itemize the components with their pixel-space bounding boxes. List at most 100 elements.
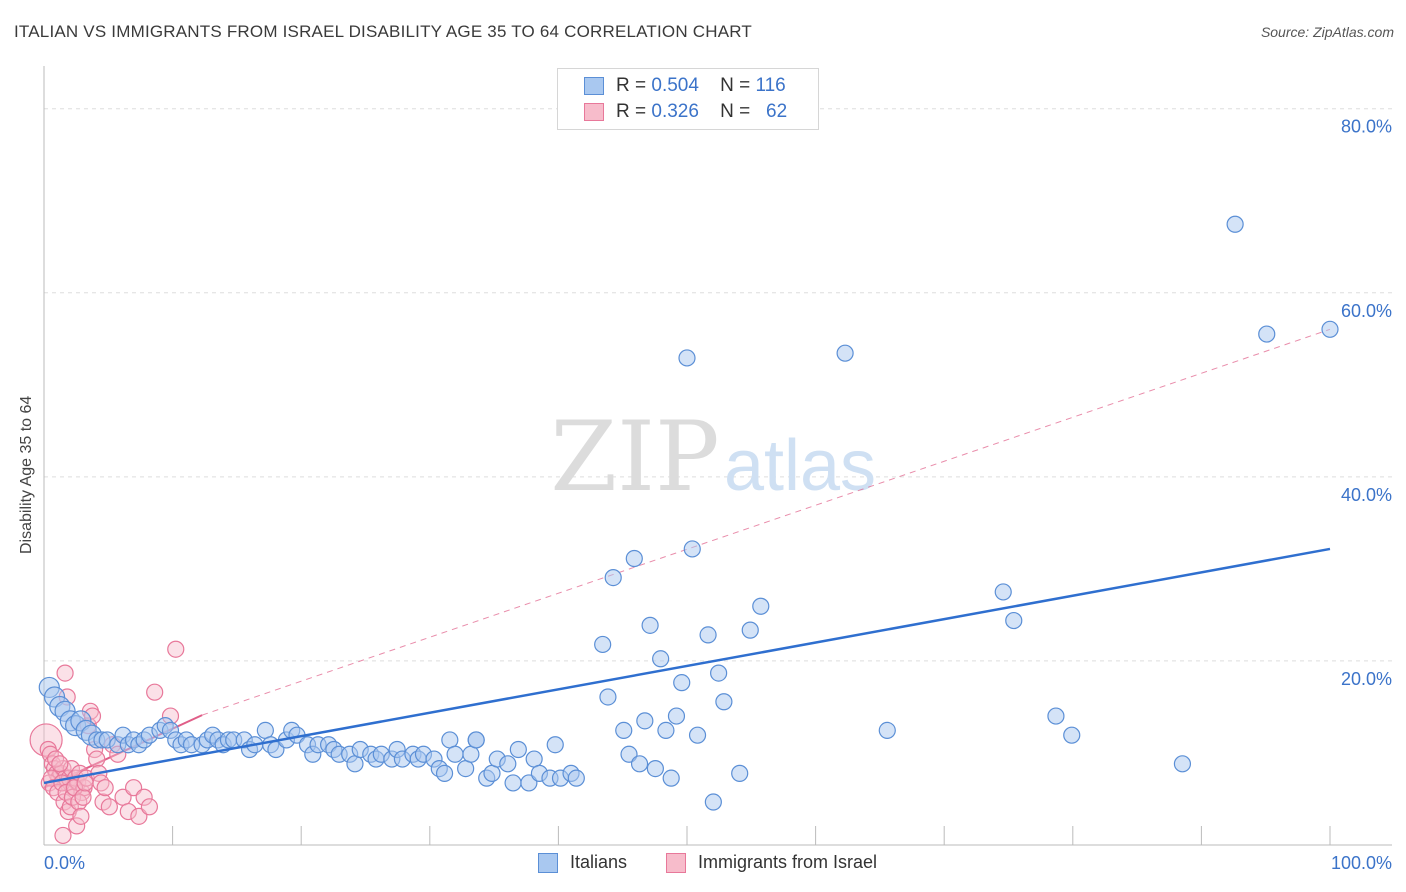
r-value: 0.504: [651, 75, 699, 96]
italians-point: [604, 568, 622, 587]
n-value: 62: [766, 101, 788, 122]
axes: [43, 66, 1392, 846]
italians-point: [673, 674, 691, 692]
italians-point: [652, 650, 670, 668]
italians-point: [683, 540, 701, 558]
r-label: R =: [616, 101, 647, 122]
israel-point: [96, 779, 114, 797]
italians-point: [483, 764, 501, 782]
italians-point: [641, 616, 659, 634]
italians-point: [657, 721, 675, 740]
n-label: N =: [720, 101, 751, 122]
italians-trend: [43, 547, 1331, 785]
grid-lines: [44, 108, 1392, 662]
israel-trend-dashed: [201, 328, 1331, 716]
israel-point: [29, 723, 63, 757]
israel-point: [88, 750, 106, 768]
israel-point: [167, 640, 185, 658]
italians-point: [594, 635, 612, 654]
israel-point: [135, 788, 153, 806]
italians-point: [457, 759, 475, 778]
italians-point: [667, 707, 686, 725]
italians-point: [441, 731, 459, 749]
israel-swatch: [584, 103, 604, 121]
israel-point: [56, 664, 74, 682]
israel-legend-swatch: [666, 853, 686, 873]
y-tick-label: 20.0%: [1341, 669, 1392, 689]
israel-point: [140, 798, 159, 816]
italians-legend-swatch: [538, 853, 558, 873]
italians-point: [435, 764, 454, 782]
italians-points: [38, 215, 1339, 811]
watermark: ZIP atlas: [550, 401, 876, 513]
italians-point: [462, 745, 480, 763]
italians-point: [625, 549, 643, 568]
italians-point: [636, 712, 654, 730]
italians-swatch: [584, 77, 604, 95]
italians-point: [1063, 726, 1081, 744]
israel-point: [68, 817, 86, 835]
israel-trend-lines: [43, 328, 1331, 789]
italians-point: [525, 750, 543, 768]
x-tick-label-end: 100.0%: [1331, 853, 1392, 873]
watermark-zip: ZIP: [550, 401, 719, 513]
y-tick-label: 40.0%: [1341, 485, 1392, 505]
italians-legend-label: Italians: [570, 852, 628, 872]
italians-trend-line: [43, 547, 1331, 785]
italians-point: [704, 793, 722, 811]
israel-legend-label: Immigrants from Israel: [698, 852, 878, 872]
tick-labels: 20.0% 40.0% 60.0% 80.0% 0.0% 100.0%: [44, 117, 1392, 873]
italians-point: [678, 349, 696, 367]
y-tick-label: 60.0%: [1341, 301, 1392, 321]
italians-point: [688, 726, 707, 744]
n-value: 116: [755, 75, 786, 96]
israel-point: [74, 788, 92, 806]
italians-point: [1226, 215, 1244, 233]
italians-point: [994, 583, 1012, 601]
italians-point: [662, 769, 680, 787]
italians-point: [256, 721, 274, 740]
x-tick-label-start: 0.0%: [44, 853, 85, 873]
italians-point: [752, 597, 770, 615]
italians-point: [499, 755, 517, 773]
israel-point: [54, 826, 72, 845]
italians-point: [1173, 755, 1192, 773]
r-value: 0.326: [651, 101, 699, 122]
israel-point: [100, 798, 118, 816]
israel-points: [29, 640, 185, 845]
italians-point: [646, 759, 664, 778]
italians-point: [731, 764, 749, 782]
r-label: R =: [616, 75, 647, 96]
italians-point: [836, 344, 854, 362]
israel-point: [51, 755, 69, 773]
italians-point: [546, 736, 564, 754]
italians-point: [1258, 325, 1276, 343]
italians-point: [1321, 320, 1339, 338]
italians-point: [615, 721, 633, 740]
source-credit: Source: ZipAtlas.com: [1260, 24, 1394, 40]
italians-point: [446, 745, 464, 763]
italians-point: [567, 769, 585, 787]
italians-point: [710, 664, 728, 682]
italians-point: [509, 740, 527, 759]
italians-point: [741, 621, 759, 639]
israel-point: [72, 807, 90, 825]
chart-title: ITALIAN VS IMMIGRANTS FROM ISRAEL DISABI…: [14, 22, 752, 41]
correlation-legend: R = 0.504 N = 116 R = 0.326 N = 62: [557, 68, 819, 130]
italians-point: [1047, 707, 1065, 725]
italians-point: [878, 721, 896, 740]
italians-point: [346, 755, 364, 773]
italians-point: [467, 731, 485, 749]
y-tick-label: 80.0%: [1341, 117, 1392, 137]
n-label: N =: [720, 75, 751, 96]
israel-point: [146, 683, 164, 701]
italians-point: [1005, 611, 1023, 630]
italians-point: [630, 755, 649, 773]
italians-point: [599, 688, 617, 706]
italians-point: [715, 693, 733, 711]
watermark-atlas: atlas: [724, 426, 876, 506]
italians-point: [504, 774, 522, 792]
israel-point: [119, 802, 137, 821]
italians-point: [699, 626, 717, 644]
